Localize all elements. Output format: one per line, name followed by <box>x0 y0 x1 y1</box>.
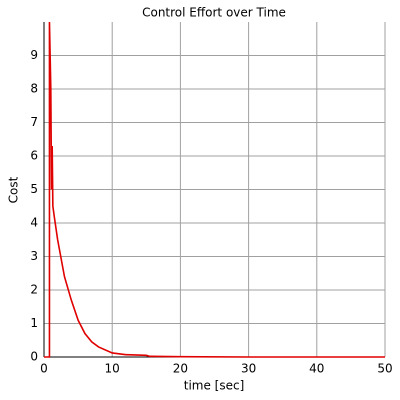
y-tick-label: 0 <box>30 350 38 364</box>
x-tick-label: 50 <box>377 362 392 376</box>
y-tick-label: 6 <box>30 149 38 163</box>
y-axis-label: Cost <box>7 176 21 203</box>
x-tick-label: 0 <box>40 362 48 376</box>
chart-title: Control Effort over Time <box>142 6 286 20</box>
y-tick-label: 9 <box>30 48 38 62</box>
y-tick-label: 4 <box>30 216 38 230</box>
y-tick-label: 2 <box>30 283 38 297</box>
x-tick-label: 40 <box>309 362 324 376</box>
y-tick-label: 7 <box>30 115 38 129</box>
x-tick-label: 30 <box>241 362 256 376</box>
y-tick-label: 8 <box>30 82 38 96</box>
x-tick-label: 10 <box>105 362 120 376</box>
x-axis-label: time [sec] <box>184 379 245 393</box>
x-tick-label: 20 <box>173 362 188 376</box>
y-tick-label: 3 <box>30 249 38 263</box>
line <box>44 21 385 358</box>
y-tick-label: 1 <box>30 316 38 330</box>
y-tick-label: 5 <box>30 182 38 196</box>
